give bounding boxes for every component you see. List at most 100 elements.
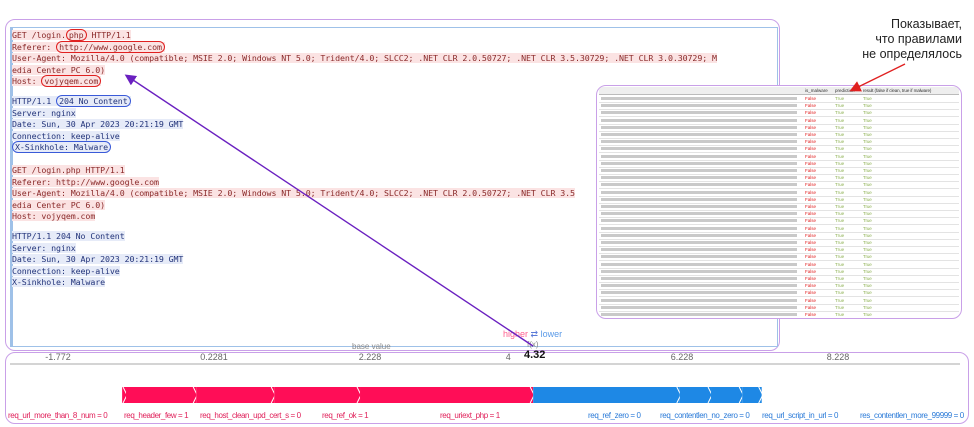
request-line: GET /login. — [12, 30, 66, 40]
table-row[interactable]: False True True — [599, 297, 959, 305]
row-id — [601, 233, 797, 237]
table-row[interactable]: False True True — [599, 95, 959, 103]
table-header: is_malware prediction result (false if c… — [599, 87, 959, 95]
row-id — [601, 219, 797, 223]
col-result[interactable]: result (false if clean, true if malware) — [863, 88, 932, 93]
cell-prediction: True — [835, 211, 845, 217]
table-row[interactable]: False True True — [599, 189, 959, 197]
row-id — [601, 248, 797, 252]
cell-prediction: True — [835, 160, 845, 166]
table-row[interactable]: False True True — [599, 268, 959, 276]
cell-prediction: True — [835, 182, 845, 188]
table-row[interactable]: False True True — [599, 232, 959, 240]
request-line: GET /login.php HTTP/1.1 — [12, 165, 125, 175]
cell-prediction: True — [835, 196, 845, 202]
cell-is-malware: False — [805, 132, 817, 137]
table-row[interactable]: False True True — [599, 203, 959, 211]
table-row[interactable]: False True True — [599, 289, 959, 298]
table-row[interactable]: False True True — [599, 167, 959, 175]
row-id — [601, 147, 797, 151]
table-row[interactable]: False True True — [599, 153, 959, 161]
cell-is-malware: False — [805, 124, 817, 130]
table-row[interactable]: False True True — [599, 174, 959, 183]
highlight-php: php — [65, 29, 87, 41]
table-row[interactable]: False True True — [599, 102, 959, 111]
cell-prediction: True — [835, 204, 845, 209]
table-row[interactable]: False True True — [599, 117, 959, 125]
cell-is-malware: False — [805, 261, 817, 267]
cell-result: True — [863, 132, 872, 137]
cell-prediction: True — [835, 261, 845, 267]
table-row[interactable]: False True True — [599, 239, 959, 247]
cell-prediction: True — [835, 268, 845, 274]
table-row[interactable]: False True True — [599, 181, 959, 190]
table-row[interactable]: False True True — [599, 253, 959, 262]
cell-prediction: True — [835, 290, 845, 296]
row-id — [601, 125, 797, 129]
fx-value: 4.32 — [524, 349, 546, 361]
server-header: Server: nginx — [12, 242, 76, 253]
cell-is-malware: False — [805, 110, 817, 116]
cell-is-malware: False — [805, 196, 817, 202]
row-id — [601, 118, 797, 122]
cell-prediction: True — [835, 218, 845, 224]
row-id — [601, 291, 797, 295]
table-row[interactable]: False True True — [599, 261, 959, 269]
table-row[interactable]: False True True — [599, 138, 959, 147]
cell-is-malware: False — [805, 225, 817, 231]
cell-result: True — [863, 168, 872, 173]
sinkhole-header: X-Sinkhole: Malware — [12, 277, 106, 288]
feature-label: req_contentlen_no_zero = 0 — [660, 411, 750, 420]
status-prefix: HTTP/1.1 — [12, 96, 57, 106]
table-row[interactable]: False True True — [599, 160, 959, 168]
row-id — [601, 298, 797, 302]
table-row[interactable]: False True True — [599, 131, 959, 139]
axis-tick-label: 0.2281 — [200, 352, 228, 362]
cell-prediction: True — [835, 96, 845, 101]
cell-prediction: True — [835, 175, 845, 181]
table-row[interactable]: False True True — [599, 145, 959, 154]
row-id — [601, 262, 797, 266]
table-row[interactable]: False True True — [599, 109, 959, 118]
table-row[interactable]: False True True — [599, 282, 959, 291]
cell-is-malware: False — [805, 304, 817, 310]
cell-prediction: True — [835, 240, 845, 245]
table-row[interactable]: False True True — [599, 275, 959, 283]
fx-label: f(x) — [527, 340, 539, 349]
table-row[interactable]: False True True — [599, 304, 959, 312]
col-is-malware[interactable]: is_malware — [805, 88, 828, 93]
cell-result: True — [863, 225, 872, 231]
feature-label: req_uriext_php = 1 — [440, 411, 500, 420]
table-row[interactable]: False True True — [599, 217, 959, 226]
cell-result: True — [863, 304, 872, 310]
feature-label: res_contentlen_more_99999 = 0 — [860, 411, 964, 420]
cell-result: True — [863, 240, 872, 245]
table-row[interactable]: False True True — [599, 210, 959, 219]
connection-header: Connection: keep-alive — [12, 265, 120, 276]
table-row[interactable]: False True True — [599, 124, 959, 132]
cell-result: True — [863, 182, 872, 188]
col-prediction[interactable]: prediction — [835, 88, 855, 93]
connection-header: Connection: keep-alive — [12, 130, 120, 141]
cell-prediction: True — [835, 297, 845, 303]
row-id — [601, 190, 797, 194]
row-id — [601, 305, 797, 309]
cell-result: True — [863, 268, 872, 274]
server-header: Server: nginx — [12, 107, 76, 118]
table-row[interactable]: False True True — [599, 311, 959, 318]
cell-prediction: True — [835, 110, 845, 116]
table-row[interactable]: False True True — [599, 196, 959, 204]
axis-tick-label: -1.772 — [45, 352, 71, 362]
cell-prediction: True — [835, 132, 845, 137]
table-row[interactable]: False True True — [599, 246, 959, 255]
cell-is-malware: False — [805, 182, 817, 188]
row-id — [601, 154, 797, 158]
http-version: HTTP/1.1 — [86, 30, 131, 40]
row-id — [601, 140, 797, 144]
swap-arrows-icon: ⇄ — [530, 329, 539, 339]
cell-is-malware: False — [805, 139, 817, 145]
table-row[interactable]: False True True — [599, 225, 959, 233]
feature-label: req_host_clean_upd_cert_s = 0 — [200, 411, 301, 420]
cell-is-malware: False — [805, 175, 817, 181]
cell-prediction: True — [835, 225, 845, 231]
